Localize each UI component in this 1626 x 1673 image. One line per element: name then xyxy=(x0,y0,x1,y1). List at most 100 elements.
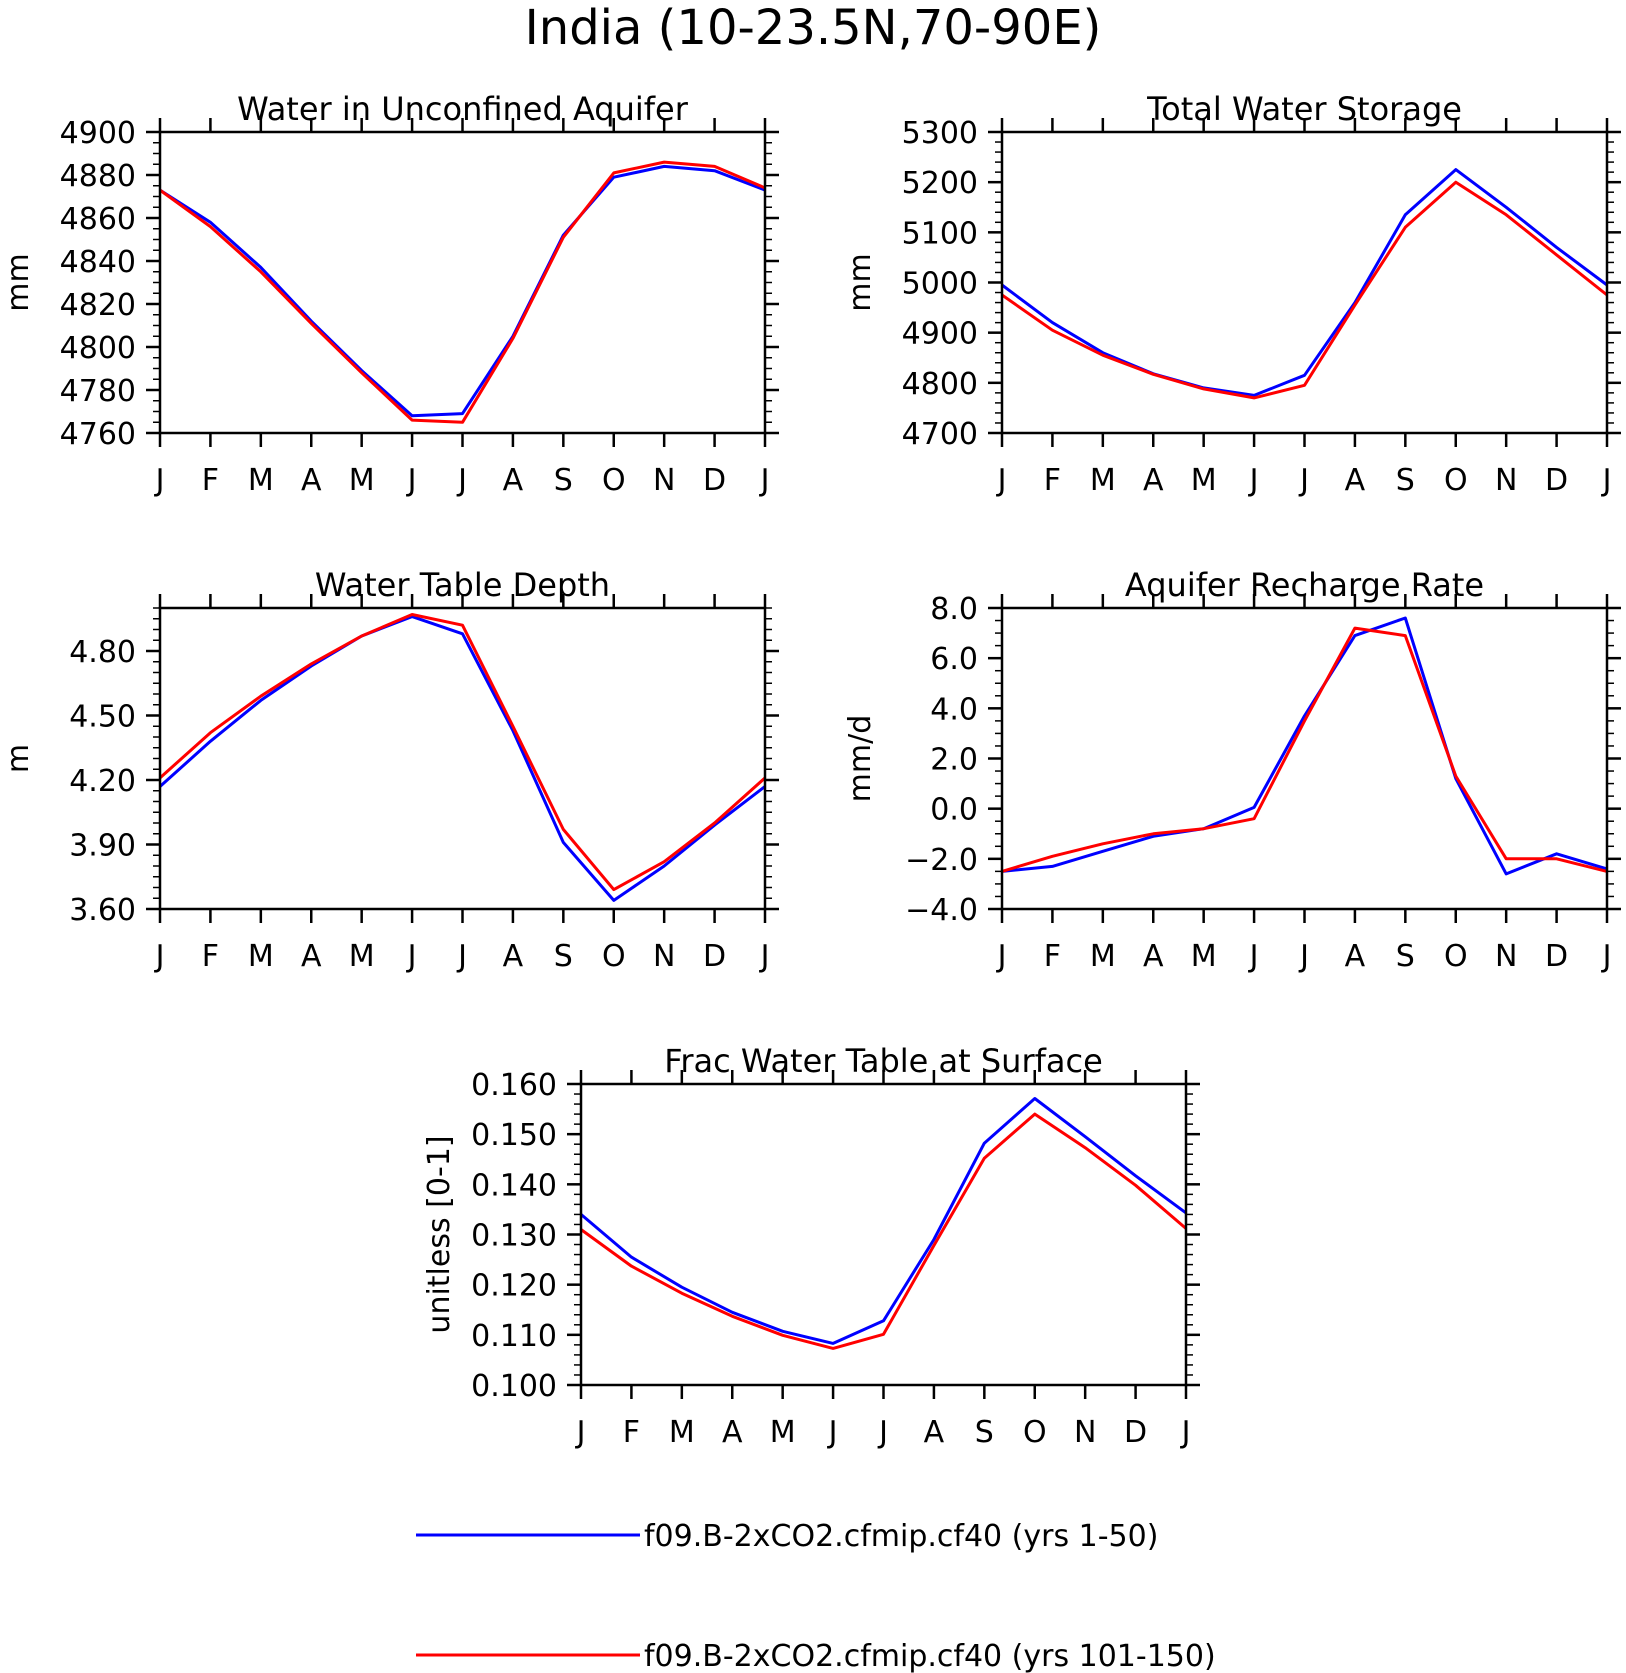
legend-label: f09.B-2xCO2.cfmip.cf40 (yrs 1-50) xyxy=(644,1519,1158,1554)
y-axis-label: m xyxy=(1,744,36,773)
x-tick-label: M xyxy=(1090,939,1116,974)
plot-frame xyxy=(579,1082,1188,1387)
y-tick-label: 4880 xyxy=(60,159,136,194)
x-tick-label: F xyxy=(202,939,219,974)
x-tick-label: J xyxy=(1298,939,1309,974)
x-tick-label: J xyxy=(1248,463,1259,498)
y-axis-label: unitless [0-1] xyxy=(422,1135,457,1333)
y-tick-label: 3.60 xyxy=(69,893,136,928)
x-tick-label: N xyxy=(653,463,675,498)
y-tick-label: 4780 xyxy=(60,374,136,409)
x-tick-label: F xyxy=(202,463,219,498)
y-tick-label: −2.0 xyxy=(905,843,978,878)
x-tick-label: O xyxy=(602,939,626,974)
series-line-yrs-1-50 xyxy=(580,1097,1187,1345)
y-axis-label: mm xyxy=(1,253,36,311)
series-line-yrs-1-50 xyxy=(158,615,766,902)
panel-2: Total Water Storagemm4700480049005000510… xyxy=(843,90,1621,498)
y-tick-label: 4800 xyxy=(60,331,136,366)
x-tick-label: N xyxy=(1074,1415,1096,1450)
y-tick-label: 4.0 xyxy=(930,692,978,727)
x-tick-label: A xyxy=(503,939,524,974)
x-tick-label: M xyxy=(248,463,274,498)
x-tick-label: A xyxy=(722,1415,743,1450)
x-tick-label: S xyxy=(554,463,573,498)
x-tick-label: S xyxy=(1396,939,1415,974)
x-tick-label: D xyxy=(703,463,726,498)
x-tick-label: A xyxy=(1345,463,1366,498)
series-line-yrs-101-150 xyxy=(158,613,767,892)
y-tick-label: −4.0 xyxy=(905,893,978,928)
panels: Water in Unconfined Aquifermm47604780480… xyxy=(1,90,1621,1450)
x-tick-label: F xyxy=(1044,463,1061,498)
series-line-yrs-101-150 xyxy=(1001,626,1608,873)
y-tick-label: 5000 xyxy=(902,267,978,302)
y-tick-label: 8.0 xyxy=(930,592,978,627)
y-tick-label: 5300 xyxy=(902,116,978,151)
y-tick-label: 0.160 xyxy=(471,1068,557,1103)
plot-frame xyxy=(158,130,767,435)
x-tick-label: J xyxy=(1180,1415,1191,1450)
y-tick-label: 4800 xyxy=(902,367,978,402)
x-tick-label: A xyxy=(503,463,524,498)
x-tick-label: D xyxy=(1124,1415,1147,1450)
x-tick-label: J xyxy=(1298,463,1309,498)
x-tick-label: A xyxy=(301,463,322,498)
x-tick-label: M xyxy=(1090,463,1116,498)
x-tick-label: J xyxy=(406,939,417,974)
y-tick-label: 4860 xyxy=(60,202,136,237)
x-tick-label: M xyxy=(1191,939,1217,974)
x-tick-label: J xyxy=(575,1415,586,1450)
x-tick-label: N xyxy=(1495,463,1517,498)
x-tick-label: M xyxy=(770,1415,796,1450)
y-tick-label: 4820 xyxy=(60,288,136,323)
x-tick-label: A xyxy=(1143,939,1164,974)
y-tick-label: 4.50 xyxy=(69,700,136,735)
y-tick-label: 5100 xyxy=(902,216,978,251)
series-line-yrs-1-50 xyxy=(1001,168,1608,397)
panel-4: Aquifer Recharge Ratemm/d−4.0−2.00.02.04… xyxy=(843,566,1621,974)
panel-1: Water in Unconfined Aquifermm47604780480… xyxy=(1,90,779,498)
x-tick-label: J xyxy=(996,939,1007,974)
x-tick-label: J xyxy=(456,463,467,498)
x-tick-label: J xyxy=(827,1415,838,1450)
x-tick-label: O xyxy=(1023,1415,1047,1450)
plot-frame xyxy=(158,606,767,911)
x-tick-label: S xyxy=(554,939,573,974)
y-axis-label: mm/d xyxy=(843,715,878,803)
y-tick-label: 4700 xyxy=(902,417,978,452)
x-tick-label: J xyxy=(877,1415,888,1450)
x-tick-label: J xyxy=(1601,463,1612,498)
x-tick-label: O xyxy=(1444,939,1468,974)
x-tick-label: N xyxy=(1495,939,1517,974)
x-tick-label: J xyxy=(996,463,1007,498)
y-tick-label: 4.80 xyxy=(69,635,136,670)
x-tick-label: J xyxy=(759,939,770,974)
x-tick-label: J xyxy=(456,939,467,974)
y-tick-label: 4900 xyxy=(902,317,978,352)
plot-frame xyxy=(1000,130,1609,435)
x-tick-label: M xyxy=(349,939,375,974)
x-tick-label: A xyxy=(301,939,322,974)
y-tick-label: 4760 xyxy=(60,417,136,452)
y-tick-label: 2.0 xyxy=(930,743,978,778)
x-tick-label: M xyxy=(669,1415,695,1450)
x-tick-label: D xyxy=(1545,463,1568,498)
x-tick-label: S xyxy=(1396,463,1415,498)
y-tick-label: 0.0 xyxy=(930,793,978,828)
legend-label: f09.B-2xCO2.cfmip.cf40 (yrs 101-150) xyxy=(644,1639,1216,1673)
y-tick-label: 0.150 xyxy=(471,1118,557,1153)
x-tick-label: J xyxy=(1248,939,1259,974)
y-tick-label: 4.20 xyxy=(69,764,136,799)
figure-title: India (10-23.5N,70-90E) xyxy=(525,0,1102,56)
y-tick-label: 0.120 xyxy=(471,1269,557,1304)
series-line-yrs-1-50 xyxy=(1001,616,1608,876)
x-tick-label: J xyxy=(406,463,417,498)
y-tick-label: 4900 xyxy=(60,116,136,151)
legend: f09.B-2xCO2.cfmip.cf40 (yrs 1-50) f09.B-2… xyxy=(416,1519,1216,1673)
x-tick-label: A xyxy=(924,1415,945,1450)
y-tick-label: 0.130 xyxy=(471,1219,557,1254)
